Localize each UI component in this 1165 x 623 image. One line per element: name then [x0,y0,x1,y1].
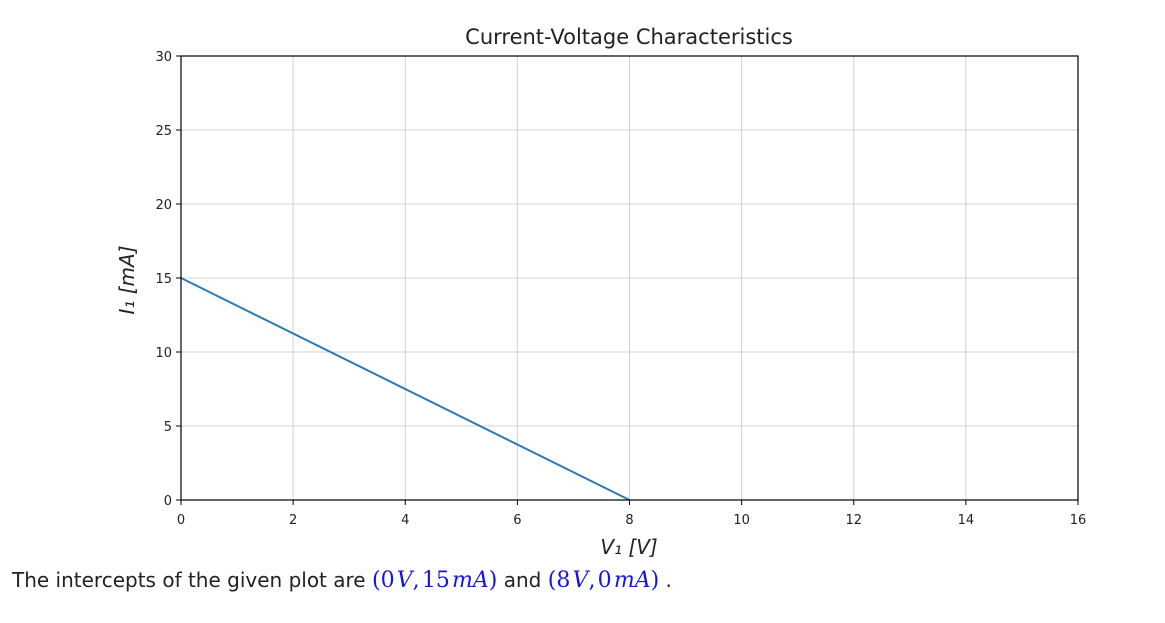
point1-voltage-unit: V [396,568,413,593]
x-tick-label: 12 [845,513,862,528]
x-tick-label: 10 [733,513,750,528]
intercept-point-2: (8 V, 0 mA) [547,568,660,593]
y-tick-label: 25 [155,124,172,139]
x-axis-ticks: 0 2 4 6 8 10 12 14 16 [177,500,1086,528]
y-tick-label: 5 [164,420,172,435]
y-tick-label: 0 [164,494,172,509]
x-tick-label: 6 [513,513,521,528]
chart-title: Current-Voltage Characteristics [465,25,793,49]
chart-series [180,277,630,501]
x-tick-label: 14 [958,513,975,528]
y-tick-label: 20 [155,198,172,213]
point2-current: 0 [597,568,612,593]
chart-grid [180,55,1079,501]
point1-current-unit: mA [452,568,489,593]
series-line-1 [180,277,630,501]
y-axis-label: I₁ [mA] [115,245,139,314]
caption-prefix: The intercepts of the given plot are [12,568,366,592]
point1-voltage: 0 [380,568,395,593]
x-tick-label: 0 [177,513,185,528]
caption-joiner: and [503,568,542,592]
y-tick-label: 30 [155,50,172,65]
point2-voltage: 8 [556,568,571,593]
x-tick-label: 16 [1070,513,1087,528]
intercept-point-1: (0 V, 15 mA) [371,568,498,593]
x-tick-label: 2 [289,513,297,528]
y-tick-label: 15 [155,272,172,287]
x-axis-label: V₁ [V] [600,535,657,559]
intercepts-caption: The intercepts of the given plot are (0 … [12,568,672,593]
x-tick-label: 4 [401,513,409,528]
iv-chart: 0 2 4 6 8 10 12 14 16 0 5 10 15 20 25 30 Current-Volta… [115,25,1086,559]
point2-voltage-unit: V [572,568,589,593]
y-axis-ticks: 0 5 10 15 20 25 30 [155,50,181,509]
point1-current: 15 [421,568,450,593]
point2-current-unit: mA [613,568,651,593]
x-tick-label: 8 [625,513,633,528]
y-tick-label: 10 [155,346,172,361]
caption-suffix: . [665,568,672,592]
